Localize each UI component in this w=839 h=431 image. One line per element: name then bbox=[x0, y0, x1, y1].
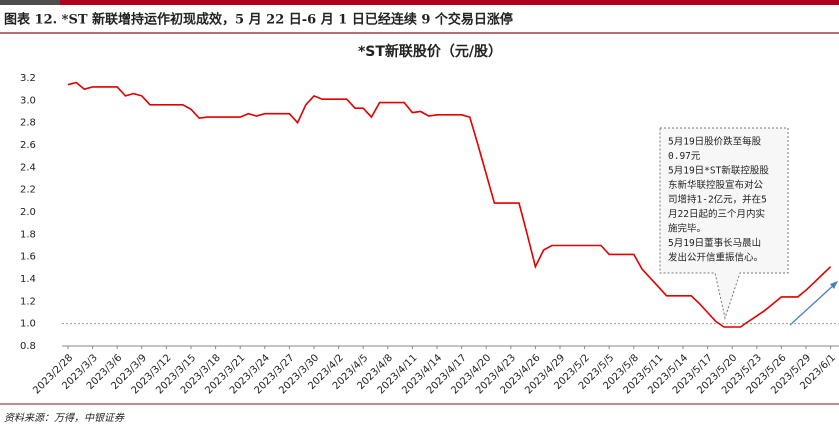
y-tick-label: 1.0 bbox=[20, 319, 36, 330]
price-line bbox=[67, 81, 832, 328]
y-tick-label: 2.6 bbox=[20, 140, 36, 151]
annotation-text: 月22日起的三个月内实 bbox=[668, 208, 765, 220]
annotation-text: 发出公开信重振信心。 bbox=[668, 252, 763, 264]
y-tick-label: 1.6 bbox=[20, 252, 36, 263]
y-tick-label: 0.8 bbox=[20, 341, 36, 352]
header-bar-dark bbox=[0, 0, 60, 5]
page-title: 图表 12. *ST 新联增持运作初现成效，5 月 22 日-6 月 1 日已经… bbox=[4, 12, 513, 28]
annotation-text: 5月19日*ST新联控股股 bbox=[668, 165, 769, 177]
y-tick-label: 1.8 bbox=[20, 229, 36, 240]
source-note: 资料来源：万得，中银证券 bbox=[4, 412, 125, 424]
annotation-text: 5月19日董事长马晨山 bbox=[668, 237, 761, 249]
y-tick-label: 3.2 bbox=[20, 73, 36, 84]
annotation-text: 施完毕。 bbox=[668, 223, 706, 235]
y-tick-label: 2.8 bbox=[20, 118, 36, 129]
chart-title: *ST新联股价（元/股） bbox=[358, 43, 502, 60]
y-tick-label: 2.0 bbox=[20, 207, 36, 218]
annotation-box bbox=[659, 127, 789, 320]
y-tick-label: 2.2 bbox=[20, 185, 36, 196]
annotation-text: 东新华联控股宣布对公 bbox=[668, 179, 764, 191]
trend-arrow-head bbox=[830, 281, 838, 289]
y-tick-label: 1.2 bbox=[20, 296, 36, 307]
y-tick-label: 2.4 bbox=[20, 162, 36, 173]
y-tick-label: 3.0 bbox=[20, 95, 36, 106]
trend-arrow bbox=[789, 282, 837, 326]
annotation-text: 司增持1-2亿元，并在5 bbox=[668, 194, 767, 206]
header-bar-red bbox=[60, 0, 839, 5]
y-tick-label: 1.4 bbox=[20, 274, 36, 285]
annotation-text: 0.97元 bbox=[668, 151, 701, 162]
annotation-text: 5月19日股价跌至每股 bbox=[668, 136, 762, 148]
